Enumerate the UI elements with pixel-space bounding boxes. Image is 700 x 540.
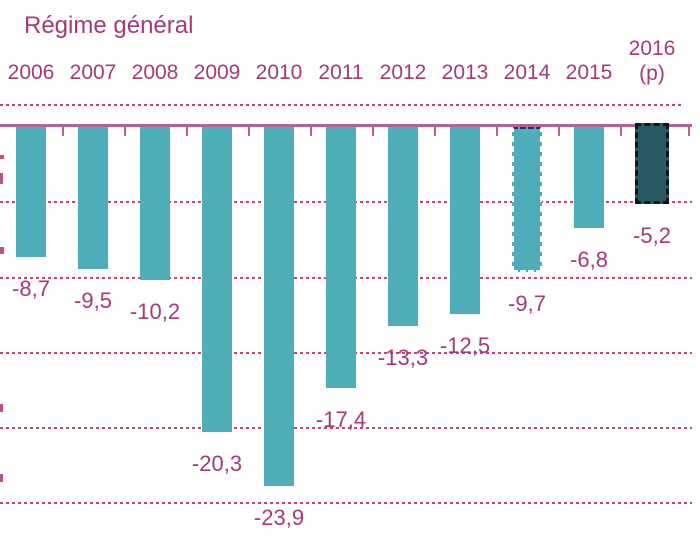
year-label-2012: 2012 — [379, 61, 427, 84]
year-label-2008: 2008 — [131, 61, 179, 84]
year-label-2014: 2014 — [503, 61, 551, 84]
value-label-2008: -10,2 — [129, 299, 181, 324]
year-label-2015: 2015 — [565, 61, 613, 84]
left-edge-artifact — [0, 155, 4, 159]
gridline--25 — [0, 502, 692, 504]
bar-2016p — [635, 123, 669, 204]
value-label-2007: -9,5 — [74, 288, 112, 313]
bar-2007 — [78, 127, 108, 269]
year-label-2007: 2007 — [69, 61, 117, 84]
axis-end-tick — [688, 127, 690, 136]
axis-tick — [310, 127, 312, 136]
left-edge-artifact — [0, 474, 3, 482]
axis-tick — [620, 127, 622, 136]
value-label-2016p: -5,2 — [633, 223, 671, 248]
gridline--20 — [0, 427, 692, 429]
value-label-2015: -6,8 — [570, 247, 608, 272]
bar-2010 — [264, 127, 294, 486]
year-label-2011: 2011 — [318, 61, 364, 84]
bar-2006 — [16, 127, 46, 257]
top-boundary-gridline — [0, 104, 683, 106]
axis-tick — [372, 127, 374, 136]
value-label-2011: -17,4 — [315, 407, 367, 432]
axis-tick — [124, 127, 126, 136]
value-label-2006: -8,7 — [12, 276, 50, 301]
year-label-2013: 2013 — [441, 61, 489, 84]
year-label-2016p: 2016 (p) — [628, 37, 676, 85]
bar-2008 — [140, 127, 170, 280]
left-edge-artifact — [0, 404, 3, 412]
value-label-2014: -9,7 — [508, 291, 546, 316]
left-edge-artifact — [0, 247, 4, 254]
axis-tick — [62, 127, 64, 136]
value-label-2009: -20,3 — [191, 451, 243, 476]
bar-2014 — [512, 126, 542, 272]
year-label-2010: 2010 — [255, 61, 303, 84]
bar-2009 — [202, 127, 232, 432]
year-label-2006: 2006 — [7, 61, 55, 84]
left-edge-artifact — [0, 173, 3, 184]
zero-axis-line — [0, 124, 692, 127]
axis-tick — [558, 127, 560, 136]
chart-title: Régime général — [24, 12, 194, 39]
year-label-2009: 2009 — [193, 61, 241, 84]
bar-2012 — [388, 127, 418, 326]
value-label-2010: -23,9 — [253, 505, 305, 530]
bar-2015 — [574, 127, 604, 228]
bar-2011 — [326, 127, 356, 388]
axis-tick — [434, 127, 436, 136]
value-label-2012: -13,3 — [377, 345, 429, 370]
axis-tick — [186, 127, 188, 136]
axis-tick — [496, 127, 498, 136]
bar-2013 — [450, 127, 480, 314]
value-label-2013: -12,5 — [439, 333, 491, 358]
axis-tick — [248, 127, 250, 136]
